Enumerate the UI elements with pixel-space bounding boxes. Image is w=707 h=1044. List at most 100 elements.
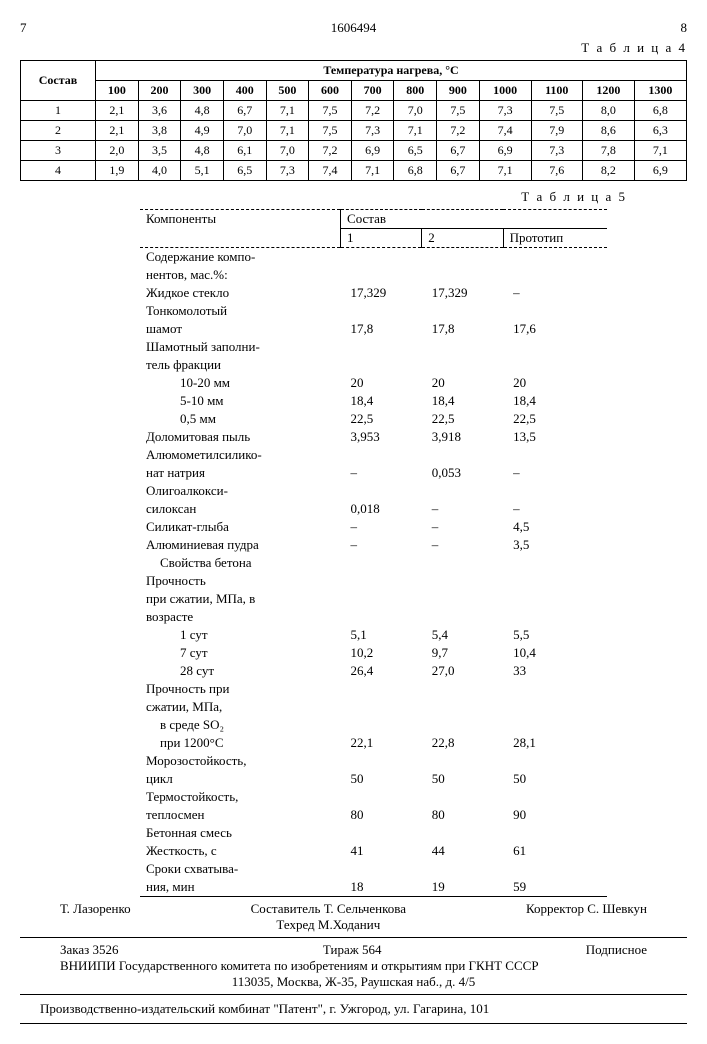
- table5-label-cell: силоксан: [140, 500, 341, 518]
- table5-label-cell: нентов, мас.%:: [140, 266, 341, 284]
- table4-temp-header: 600: [309, 81, 352, 101]
- table5-label-cell: Морозостойкость,: [140, 752, 341, 770]
- table5-value-cell: [422, 788, 503, 806]
- table4-cell: 7,5: [437, 101, 480, 121]
- table5-value-cell: 50: [422, 770, 503, 788]
- table5-label-cell: Содержание компо-: [140, 248, 341, 267]
- table5-value-cell: 18,4: [422, 392, 503, 410]
- address: 113035, Москва, Ж-35, Раушская наб., д. …: [60, 974, 647, 990]
- table5-value-cell: –: [341, 464, 422, 482]
- table5-value-cell: 26,4: [341, 662, 422, 680]
- table4-temp-header: 1100: [531, 81, 582, 101]
- table5-label-cell: 0,5 мм: [140, 410, 341, 428]
- table-row: Содержание компо-: [140, 248, 607, 267]
- table-row: 0,5 мм22,522,522,5: [140, 410, 607, 428]
- table5-label-cell: 10-20 мм: [140, 374, 341, 392]
- table5-value-cell: 28,1: [503, 734, 607, 752]
- table-row: тель фракции: [140, 356, 607, 374]
- table-row: Жесткость, с414461: [140, 842, 607, 860]
- table5-value-cell: [503, 788, 607, 806]
- table-row: Бетонная смесь: [140, 824, 607, 842]
- table-row: Сроки схватыва-: [140, 860, 607, 878]
- table4-cell: 7,5: [309, 121, 352, 141]
- table5-value-cell: 5,5: [503, 626, 607, 644]
- table5-label-cell: Сроки схватыва-: [140, 860, 341, 878]
- table5-value-cell: [422, 356, 503, 374]
- table5-value-cell: 18: [341, 878, 422, 897]
- table4-cell: 3,8: [138, 121, 181, 141]
- table4-cell: 6,7: [223, 101, 266, 121]
- table5-label-cell: сжатии, МПа,: [140, 698, 341, 716]
- table5-value-cell: 0,053: [422, 464, 503, 482]
- table4-temp-header: 800: [394, 81, 437, 101]
- table5-value-cell: [341, 572, 422, 590]
- table4-rowheader: Состав: [21, 61, 96, 101]
- table5-value-cell: [503, 356, 607, 374]
- table-row: Шамотный заполни-: [140, 338, 607, 356]
- table5-value-cell: 3,5: [503, 536, 607, 554]
- table5-value-cell: [503, 680, 607, 698]
- footer-publication: Заказ 3526 Тираж 564 Подписное ВНИИПИ Го…: [20, 938, 687, 995]
- table5-value-cell: –: [503, 284, 607, 302]
- table5-value-cell: [503, 446, 607, 464]
- table5-value-cell: [422, 554, 503, 572]
- table5-value-cell: [341, 302, 422, 320]
- table5-label-cell: Свойства бетона: [140, 554, 341, 572]
- table5-label-cell: Тонкомолотый: [140, 302, 341, 320]
- compiler: Составитель Т. Сельченкова: [251, 901, 406, 917]
- table4-cell: 7,1: [394, 121, 437, 141]
- footer-printer: Производственно-издательский комбинат "П…: [20, 995, 687, 1024]
- table4-cell: 6,8: [634, 101, 686, 121]
- table5-value-cell: [341, 860, 422, 878]
- table5-value-cell: 9,7: [422, 644, 503, 662]
- table4-cell: 8,6: [582, 121, 634, 141]
- circulation: Тираж 564: [323, 942, 382, 958]
- table-row: 1 сут5,15,45,5: [140, 626, 607, 644]
- page-numbers: 7 1606494 8: [20, 20, 687, 36]
- table4-cell: 3,6: [138, 101, 181, 121]
- table-row: 32,03,54,86,17,07,26,96,56,76,97,37,87,1: [21, 141, 687, 161]
- table-row: при сжатии, МПа, в: [140, 590, 607, 608]
- table4-cell: 6,5: [394, 141, 437, 161]
- table5-value-cell: [341, 608, 422, 626]
- table4-rowid: 3: [21, 141, 96, 161]
- table5-value-cell: [422, 572, 503, 590]
- table5-value-cell: [422, 698, 503, 716]
- table5-value-cell: [341, 356, 422, 374]
- table-row: 7 сут10,29,710,4: [140, 644, 607, 662]
- table4-temp-header: 1000: [479, 81, 531, 101]
- table4-temp-header: 700: [351, 81, 394, 101]
- table5-col-header: 1: [341, 229, 422, 248]
- table5-label-cell: Силикат-глыба: [140, 518, 341, 536]
- table5-value-cell: [422, 446, 503, 464]
- table-row: ния, мин181959: [140, 878, 607, 897]
- table5-value-cell: 10,4: [503, 644, 607, 662]
- table4-cell: 7,1: [351, 161, 394, 181]
- table5-label-cell: Термостойкость,: [140, 788, 341, 806]
- table4-cell: 7,2: [351, 101, 394, 121]
- table5-value-cell: [341, 554, 422, 572]
- table5-label-cell: теплосмен: [140, 806, 341, 824]
- table5-value-cell: [422, 608, 503, 626]
- table5-value-cell: [422, 482, 503, 500]
- table4-cell: 7,5: [309, 101, 352, 121]
- table4-cell: 8,2: [582, 161, 634, 181]
- table4-cell: 7,2: [437, 121, 480, 141]
- table5-value-cell: [422, 302, 503, 320]
- table5-value-cell: [341, 752, 422, 770]
- table-row: Морозостойкость,: [140, 752, 607, 770]
- table4-cell: 7,0: [266, 141, 309, 161]
- table-row: сжатии, МПа,: [140, 698, 607, 716]
- table-row: 12,13,64,86,77,17,57,27,07,57,37,58,06,8: [21, 101, 687, 121]
- table5-components-header: Компоненты: [140, 210, 341, 248]
- footer-mid: Составитель Т. Сельченкова Техред М.Хода…: [251, 901, 406, 933]
- table5-value-cell: 17,329: [341, 284, 422, 302]
- table-row: силоксан0,018––: [140, 500, 607, 518]
- table-row: Тонкомолотый: [140, 302, 607, 320]
- table5-head: КомпонентыСостав12Прототип: [140, 210, 607, 248]
- table4-label: Т а б л и ц а 4: [20, 40, 687, 56]
- table4-cell: 8,0: [582, 101, 634, 121]
- table5-label-cell: тель фракции: [140, 356, 341, 374]
- table4-head: СоставТемпература нагрева, °С10020030040…: [21, 61, 687, 101]
- table5-value-cell: 22,5: [341, 410, 422, 428]
